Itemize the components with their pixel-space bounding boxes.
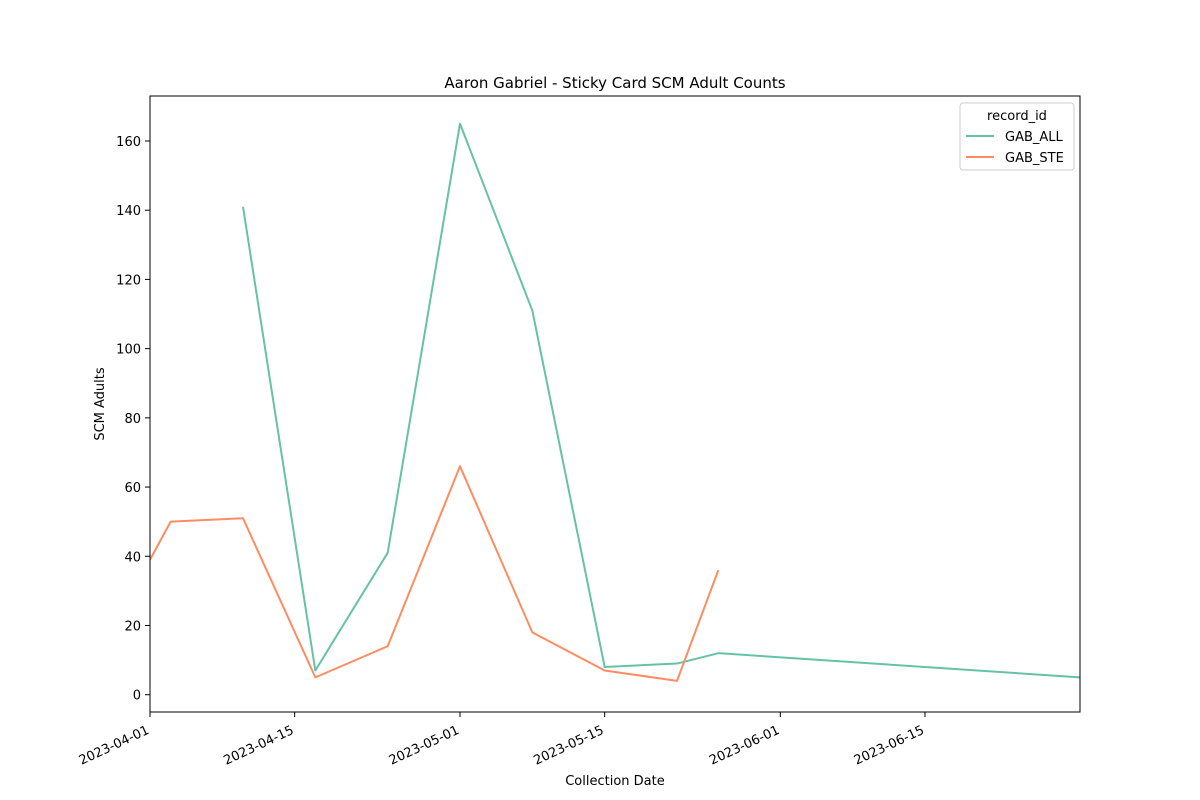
y-axis-label: SCM Adults bbox=[93, 367, 108, 441]
y-tick-label: 120 bbox=[116, 273, 141, 288]
y-tick-label: 100 bbox=[116, 343, 141, 358]
x-tick-label: 2023-04-01 bbox=[77, 723, 152, 769]
x-axis-label: Collection Date bbox=[565, 774, 665, 789]
x-tick-label: 2023-06-01 bbox=[707, 723, 782, 769]
legend-label: GAB_ALL bbox=[1005, 130, 1064, 145]
chart-title: Aaron Gabriel - Sticky Card SCM Adult Co… bbox=[444, 74, 785, 92]
y-tick-label: 0 bbox=[133, 689, 141, 704]
y-tick-label: 20 bbox=[124, 619, 141, 634]
y-tick-label: 140 bbox=[116, 204, 141, 219]
y-tick-label: 40 bbox=[124, 550, 141, 565]
x-tick-label: 2023-05-15 bbox=[532, 723, 607, 769]
legend-box bbox=[959, 102, 1075, 171]
series-line-gab-all bbox=[242, 122, 1080, 679]
plot-frame bbox=[149, 95, 1081, 713]
x-tick-label: 2023-05-01 bbox=[387, 723, 462, 769]
y-tick-label: 80 bbox=[124, 412, 141, 427]
y-tick-label: 60 bbox=[124, 481, 141, 496]
legend-title: record_id bbox=[987, 109, 1047, 124]
legend-label: GAB_STE bbox=[1005, 151, 1064, 166]
series-layer bbox=[150, 122, 1080, 682]
legend: record_id GAB_ALL GAB_STE bbox=[959, 102, 1075, 171]
y-tick-label: 160 bbox=[116, 135, 141, 150]
x-tick-label: 2023-06-15 bbox=[852, 723, 927, 769]
series-line-gab-ste bbox=[150, 465, 720, 682]
x-tick-label: 2023-04-15 bbox=[222, 723, 297, 769]
